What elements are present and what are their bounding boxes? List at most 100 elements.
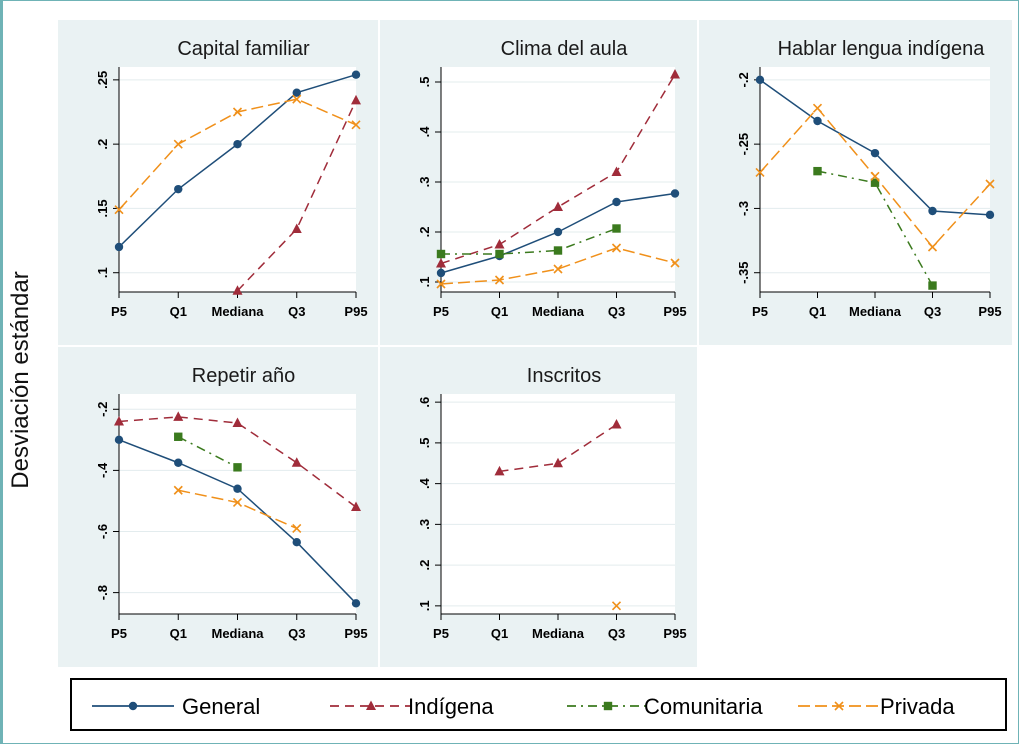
panel-inscritos: Inscritos .1 .2 .3 .4 .5 .6 P5 Q1 Mediana Q3 P95 [380,347,697,667]
data-point [436,268,446,278]
plot-area [441,394,675,614]
series-privada [173,485,302,534]
legend-label: Privada [880,694,955,719]
y-axis-label: Desviación estándar [7,271,34,488]
y-tick-label: .4 [417,477,432,489]
legend-item-privada: Privada [798,694,955,719]
data-point [553,246,563,255]
y-tick-label: .15 [95,199,110,217]
series-indigena [436,69,680,268]
y-tick-label: .5 [417,437,432,448]
x-tick-label: Q3 [288,626,305,641]
x-tick-label: Q1 [491,626,508,641]
data-point [755,167,765,177]
y-tick-label: .2 [417,560,432,571]
data-point [233,139,242,149]
series-privada [755,103,995,252]
x-tick-label: P95 [344,304,367,319]
legend-item-general: General [92,694,260,719]
x-tick-label: Mediana [532,304,585,319]
data-point [985,210,995,220]
data-point [291,223,302,233]
y-tick-label: -.8 [95,585,110,600]
y-tick-label: .3 [417,177,432,188]
data-point [233,463,242,472]
series-privada [611,601,622,611]
data-point [927,242,938,252]
data-point [670,189,680,198]
x-tick-label: Q1 [491,304,508,319]
y-tick-label: -.2 [95,402,110,417]
y-tick-label: -.2 [736,72,751,87]
data-point [351,94,361,105]
x-tick-label: P95 [663,304,686,319]
x-tick-label: Q3 [608,626,625,641]
plot-area [441,67,675,292]
series-line [440,247,676,285]
data-point [928,206,937,216]
x-tick-label: Q3 [924,304,941,319]
series-comunitaria [436,224,621,259]
data-point [232,497,243,508]
legend-item-comunitaria: Comunitaria [567,694,763,719]
panel-repetir-ano: Repetir año -.2 -.4 -.6 -.8 P5 Q1 Mediana Q3 P95 [58,347,378,667]
data-point [611,166,622,176]
x-tick-label: Mediana [532,626,585,641]
x-tick-label: Q3 [288,304,305,319]
data-point [985,179,995,189]
data-point [436,249,446,259]
data-point [813,116,822,126]
series-general [755,75,995,220]
series-general [114,70,361,252]
legend-item-indigena: Indígena [330,694,494,719]
x-tick-label: P5 [433,304,449,319]
legend-label: General [182,694,260,719]
data-point [114,242,124,252]
data-point [495,249,504,259]
data-point [670,69,680,79]
series-line [118,416,357,508]
panel-title: Clima del aula [501,38,629,60]
legend-label: Indígena [408,694,494,719]
data-point [436,258,446,268]
data-point [812,103,823,113]
x-tick-label: Mediana [211,626,264,641]
data-point [351,599,361,608]
x-tick-label: P95 [344,626,367,641]
panel-clima-del-aula: Clima del aula .1 .2 .3 .4 .5 P5 Q1 Mediana Q3 P95 [380,20,697,345]
y-tick-label: .1 [95,267,110,278]
data-point [291,457,302,467]
series-privada [114,94,361,215]
data-point [436,279,446,289]
data-point [233,484,242,493]
panel-title: Inscritos [527,365,601,387]
data-point [114,435,124,445]
data-point [292,537,301,547]
y-tick-label: -.35 [736,262,751,284]
x-tick-label: Q3 [608,304,625,319]
x-tick-label: Q1 [170,304,187,319]
data-point [174,458,183,467]
panel-hablar-lengua-indigena: Hablar lengua indígena -.2 -.25 -.3 -.35 P5 Q1… [699,20,1012,345]
data-point [173,411,184,421]
data-point [232,417,243,428]
data-point [292,523,302,534]
y-tick-label: .25 [95,71,110,89]
data-point [870,171,880,181]
data-point [612,197,621,207]
panel-capital-familiar: Capital familiar .1 .15 .2 .25 P5 Q1 Mediana Q3 P… [58,20,378,345]
data-point [553,201,563,211]
data-point [611,601,622,611]
plot-area [119,67,356,292]
data-point [351,70,361,79]
panel-title: Repetir año [192,365,295,387]
data-point [870,178,880,187]
x-tick-label: Mediana [849,304,902,319]
data-point [553,227,563,237]
data-point [174,184,183,194]
y-tick-label: .1 [417,277,432,288]
data-point [173,485,183,495]
x-tick-label: Mediana [211,304,264,319]
y-tick-label: .1 [417,600,432,611]
data-point [174,432,183,441]
